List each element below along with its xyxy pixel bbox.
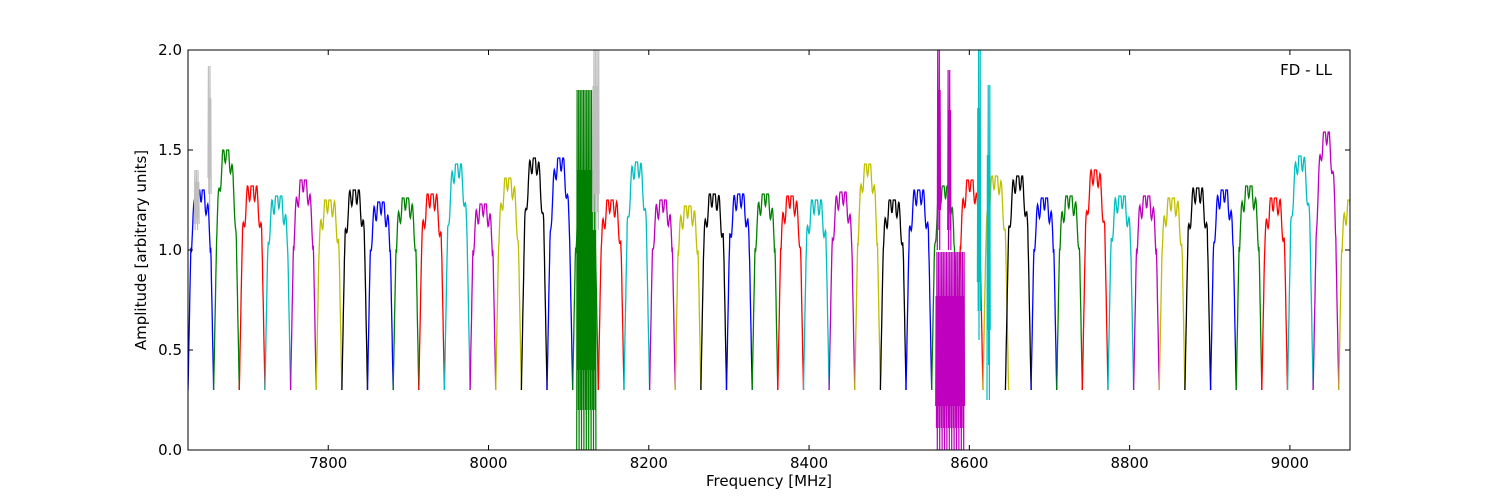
channel-line xyxy=(1132,195,1160,391)
channel-line xyxy=(725,193,753,391)
x-tick-label: 8600 xyxy=(950,454,988,472)
channel-line xyxy=(1184,187,1212,391)
y-axis: 0.0 0.5 1.0 1.5 2.0 xyxy=(158,41,1350,459)
channel-line xyxy=(392,197,420,391)
channel-line xyxy=(1107,195,1135,391)
y-tick-label: 1.5 xyxy=(158,141,182,159)
channel-line xyxy=(623,161,651,391)
y-tick-label: 2.0 xyxy=(158,41,182,59)
channel-line xyxy=(879,199,907,391)
rfi-spike xyxy=(592,50,600,231)
channel-line xyxy=(597,199,625,391)
channel-line xyxy=(1158,197,1186,391)
x-tick-label: 8000 xyxy=(469,454,507,472)
channel-line xyxy=(315,198,343,391)
x-tick-label: 7800 xyxy=(309,454,347,472)
channel-line xyxy=(674,205,702,391)
channel-line xyxy=(1209,189,1237,391)
rfi-spike xyxy=(576,89,597,450)
channel-line xyxy=(931,185,958,391)
rfi-spike xyxy=(976,50,982,341)
channel-line xyxy=(546,157,574,391)
plot-area xyxy=(188,50,1350,450)
x-tick-label: 8800 xyxy=(1111,454,1149,472)
channel-line xyxy=(1312,131,1340,391)
channel-line xyxy=(1004,175,1032,391)
channel-line xyxy=(828,191,856,391)
y-tick-label: 0.0 xyxy=(158,441,182,459)
channel-line xyxy=(1030,197,1058,391)
channel-line xyxy=(366,201,394,391)
channel-line xyxy=(1338,199,1350,391)
channel-line xyxy=(854,163,882,391)
x-axis-label: Frequency [MHz] xyxy=(706,472,832,490)
channel-line xyxy=(1056,195,1083,391)
channel-line xyxy=(777,195,805,391)
channel-line xyxy=(289,179,317,391)
channel-line xyxy=(802,199,830,391)
channel-line xyxy=(469,203,497,391)
channel-line xyxy=(751,193,779,391)
plot-frame xyxy=(187,49,1351,451)
rfi-spike xyxy=(936,50,942,251)
channel-line xyxy=(418,192,446,391)
rfi-spike xyxy=(986,84,991,401)
rfi-spike xyxy=(947,69,952,251)
channel-line xyxy=(905,189,933,391)
channel-line xyxy=(1081,168,1109,391)
channel-line xyxy=(443,163,471,391)
channel-line xyxy=(648,199,676,391)
y-tick-label: 0.5 xyxy=(158,341,182,359)
y-tick-label: 1.0 xyxy=(158,241,182,259)
rfi-spike xyxy=(207,65,212,211)
rfi-spike xyxy=(193,169,200,231)
channel-line xyxy=(1261,197,1289,391)
x-axis: 7800 8000 8200 8400 8600 8800 9000 xyxy=(309,50,1309,472)
x-tick-label: 8200 xyxy=(630,454,668,472)
channel-line xyxy=(495,177,523,391)
channel-line xyxy=(264,195,292,391)
channel-line xyxy=(238,185,266,391)
rfi-spike xyxy=(935,251,966,450)
y-axis-label: Amplitude [arbitrary units] xyxy=(132,150,150,350)
x-tick-label: 9000 xyxy=(1271,454,1309,472)
channel-line xyxy=(188,189,215,391)
channel-line xyxy=(212,149,240,391)
x-tick-label: 8400 xyxy=(790,454,828,472)
channel-line xyxy=(1235,185,1263,391)
channel-line xyxy=(341,188,369,391)
panel-annotation: FD - LL xyxy=(1280,61,1332,79)
channel-line xyxy=(520,157,548,391)
channel-line xyxy=(1286,155,1314,391)
channel-line xyxy=(700,193,728,391)
